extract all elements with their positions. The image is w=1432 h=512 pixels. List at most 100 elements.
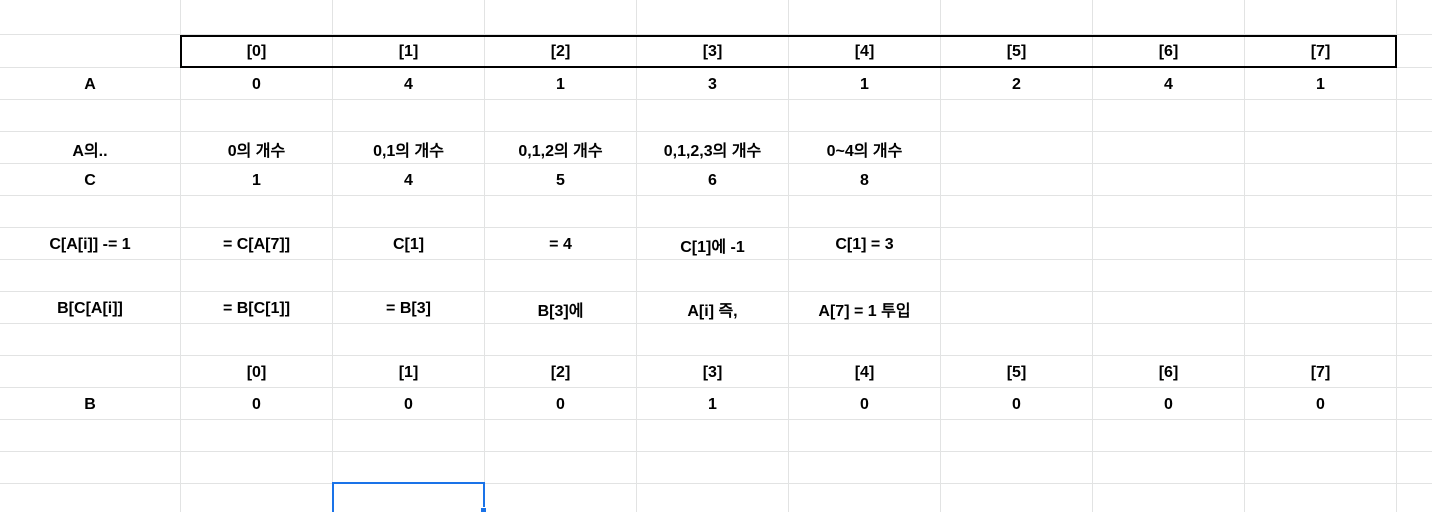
sheet-cell[interactable] bbox=[789, 484, 941, 512]
sheet-cell[interactable] bbox=[181, 260, 333, 292]
sheet-cell[interactable] bbox=[485, 484, 637, 512]
sheet-cell[interactable] bbox=[1397, 292, 1432, 324]
sheet-cell[interactable] bbox=[1093, 324, 1245, 356]
sheet-cell[interactable] bbox=[0, 356, 181, 388]
sheet-cell[interactable] bbox=[333, 196, 485, 228]
sheet-cell[interactable]: [3] bbox=[637, 356, 789, 388]
sheet-cell[interactable] bbox=[1245, 100, 1397, 132]
sheet-cell[interactable] bbox=[1397, 324, 1432, 356]
sheet-cell[interactable]: 1 bbox=[789, 68, 941, 100]
sheet-cell[interactable] bbox=[1245, 452, 1397, 484]
sheet-cell[interactable] bbox=[485, 452, 637, 484]
sheet-cell[interactable]: [1] bbox=[333, 35, 485, 68]
sheet-cell[interactable]: [6] bbox=[1093, 356, 1245, 388]
sheet-cell[interactable] bbox=[1245, 260, 1397, 292]
sheet-cell[interactable] bbox=[1245, 164, 1397, 196]
sheet-cell[interactable] bbox=[485, 324, 637, 356]
sheet-cell[interactable]: 0 bbox=[181, 388, 333, 420]
sheet-cell[interactable] bbox=[1093, 484, 1245, 512]
sheet-cell[interactable]: A의.. bbox=[0, 132, 181, 164]
sheet-cell[interactable] bbox=[637, 100, 789, 132]
sheet-cell[interactable]: 0,1의 개수 bbox=[333, 132, 485, 164]
sheet-cell[interactable]: 0~4의 개수 bbox=[789, 132, 941, 164]
sheet-cell[interactable] bbox=[789, 452, 941, 484]
sheet-cell[interactable] bbox=[1245, 292, 1397, 324]
sheet-cell[interactable] bbox=[1093, 228, 1245, 260]
sheet-cell[interactable]: 0의 개수 bbox=[181, 132, 333, 164]
sheet-cell[interactable] bbox=[941, 228, 1093, 260]
sheet-cell[interactable] bbox=[0, 484, 181, 512]
sheet-cell[interactable]: [6] bbox=[1093, 35, 1245, 68]
sheet-cell[interactable] bbox=[181, 324, 333, 356]
sheet-cell[interactable]: [5] bbox=[941, 35, 1093, 68]
sheet-cell[interactable]: 0 bbox=[333, 388, 485, 420]
sheet-cell[interactable]: C[A[i]] -= 1 bbox=[0, 228, 181, 260]
sheet-cell[interactable] bbox=[0, 100, 181, 132]
sheet-cell[interactable] bbox=[0, 324, 181, 356]
sheet-cell[interactable]: [7] bbox=[1245, 356, 1397, 388]
sheet-cell[interactable] bbox=[789, 420, 941, 452]
sheet-cell[interactable] bbox=[1397, 0, 1432, 35]
sheet-cell[interactable]: [2] bbox=[485, 356, 637, 388]
sheet-cell[interactable]: [0] bbox=[181, 356, 333, 388]
sheet-cell[interactable]: 3 bbox=[637, 68, 789, 100]
sheet-cell[interactable] bbox=[1093, 132, 1245, 164]
sheet-cell[interactable] bbox=[637, 452, 789, 484]
sheet-cell[interactable] bbox=[1397, 132, 1432, 164]
sheet-cell[interactable]: [1] bbox=[333, 356, 485, 388]
sheet-cell[interactable] bbox=[0, 452, 181, 484]
sheet-cell[interactable] bbox=[941, 132, 1093, 164]
sheet-cell[interactable] bbox=[1397, 356, 1432, 388]
sheet-cell[interactable] bbox=[333, 0, 485, 35]
sheet-cell[interactable] bbox=[1397, 484, 1432, 512]
sheet-cell[interactable]: 4 bbox=[1093, 68, 1245, 100]
sheet-cell[interactable] bbox=[1093, 164, 1245, 196]
sheet-cell[interactable]: 0,1,2의 개수 bbox=[485, 132, 637, 164]
sheet-cell[interactable] bbox=[0, 196, 181, 228]
sheet-cell[interactable] bbox=[789, 324, 941, 356]
sheet-cell[interactable]: A[7] = 1 투입 bbox=[789, 292, 941, 324]
sheet-cell[interactable] bbox=[1093, 196, 1245, 228]
sheet-cell[interactable] bbox=[637, 0, 789, 35]
sheet-cell[interactable]: [3] bbox=[637, 35, 789, 68]
sheet-cell[interactable] bbox=[1245, 132, 1397, 164]
sheet-cell[interactable] bbox=[1245, 0, 1397, 35]
sheet-cell[interactable] bbox=[941, 196, 1093, 228]
sheet-cell[interactable] bbox=[1397, 420, 1432, 452]
sheet-cell[interactable]: B[C[A[i]] bbox=[0, 292, 181, 324]
sheet-cell[interactable] bbox=[181, 484, 333, 512]
sheet-cell[interactable]: 0 bbox=[941, 388, 1093, 420]
sheet-cell[interactable] bbox=[941, 164, 1093, 196]
sheet-cell[interactable] bbox=[333, 452, 485, 484]
sheet-cell[interactable] bbox=[941, 324, 1093, 356]
sheet-cell[interactable] bbox=[181, 196, 333, 228]
sheet-cell[interactable]: = B[3] bbox=[333, 292, 485, 324]
sheet-cell[interactable]: 0 bbox=[1245, 388, 1397, 420]
sheet-cell[interactable]: C[1] bbox=[333, 228, 485, 260]
sheet-cell[interactable]: [4] bbox=[789, 356, 941, 388]
sheet-cell[interactable] bbox=[941, 260, 1093, 292]
sheet-cell[interactable] bbox=[1245, 196, 1397, 228]
sheet-cell[interactable] bbox=[1397, 164, 1432, 196]
sheet-cell[interactable] bbox=[181, 420, 333, 452]
sheet-cell[interactable]: B[3]에 bbox=[485, 292, 637, 324]
sheet-cell[interactable] bbox=[1245, 324, 1397, 356]
sheet-cell[interactable] bbox=[0, 35, 181, 68]
sheet-cell[interactable]: 0,1,2,3의 개수 bbox=[637, 132, 789, 164]
sheet-cell[interactable]: 5 bbox=[485, 164, 637, 196]
sheet-cell[interactable]: = C[A[7]] bbox=[181, 228, 333, 260]
sheet-cell[interactable]: 1 bbox=[1245, 68, 1397, 100]
sheet-cell[interactable]: C[1] = 3 bbox=[789, 228, 941, 260]
sheet-cell[interactable] bbox=[181, 100, 333, 132]
sheet-cell[interactable] bbox=[941, 100, 1093, 132]
sheet-cell[interactable] bbox=[1397, 452, 1432, 484]
sheet-cell[interactable] bbox=[0, 260, 181, 292]
sheet-cell[interactable] bbox=[1397, 260, 1432, 292]
sheet-cell[interactable] bbox=[637, 420, 789, 452]
sheet-cell[interactable] bbox=[0, 420, 181, 452]
sheet-cell[interactable] bbox=[1093, 452, 1245, 484]
sheet-cell[interactable] bbox=[1397, 35, 1432, 68]
sheet-cell[interactable]: 0 bbox=[485, 388, 637, 420]
sheet-cell[interactable] bbox=[485, 100, 637, 132]
